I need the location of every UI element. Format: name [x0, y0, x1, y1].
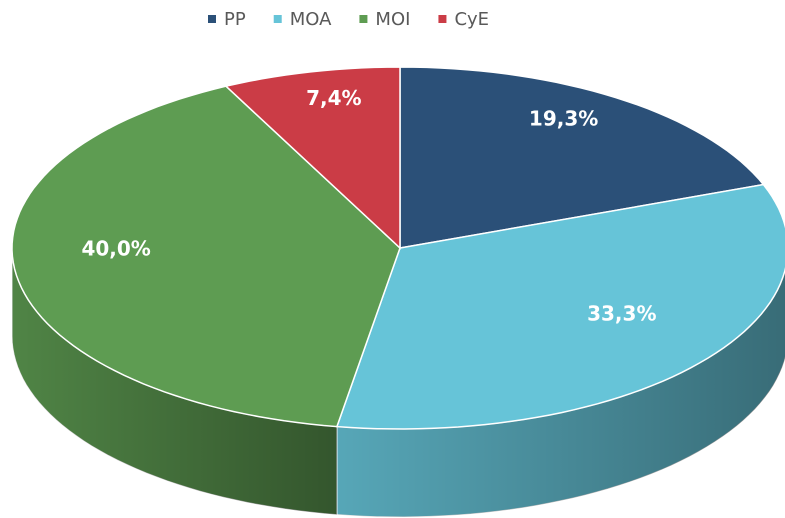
- pie-slice: [11, 85, 401, 428]
- legend-label: PP: [224, 9, 246, 30]
- legend-label: MOI: [375, 9, 410, 30]
- data-label: 40,0%: [81, 237, 150, 261]
- data-label: 19,3%: [529, 106, 598, 130]
- legend-label: MOA: [290, 9, 332, 30]
- legend-label: CyE: [454, 9, 489, 30]
- pie-side-shade: [336, 270, 785, 517]
- pie-slice: [335, 183, 785, 430]
- data-label: 7,4%: [306, 86, 361, 110]
- legend-marker: [208, 15, 216, 23]
- legend-marker: [359, 15, 368, 23]
- legend-marker: [273, 15, 282, 23]
- data-label: 33,3%: [587, 302, 656, 326]
- pie-slice: [399, 66, 765, 249]
- legend-marker: [438, 15, 447, 23]
- pie-slice: [224, 66, 401, 250]
- pie-side-shade: [12, 248, 337, 515]
